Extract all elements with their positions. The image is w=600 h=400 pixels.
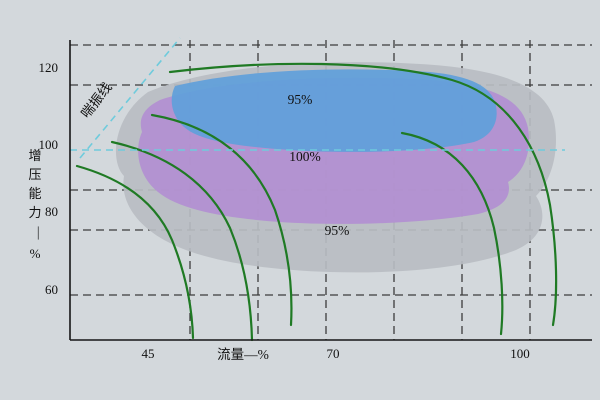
y-tick-60: 60 [45,282,58,297]
region-label-middle: 100% [289,149,321,164]
y-axis-title-dash: — [32,226,47,241]
x-tick-labels: 45 70 100 [142,346,530,361]
x-tick-100: 100 [510,346,530,361]
speed-curve [150,113,293,327]
region-label-inner: 95% [288,92,313,107]
x-axis-title: 流量—% [217,347,269,362]
speed-curves [75,62,558,342]
y-axis-title: 增 压 能 力 — % [28,148,47,261]
x-tick-45: 45 [142,346,155,361]
x-tick-70: 70 [327,346,340,361]
region-inner-95 [171,69,497,152]
speed-curve [168,62,558,327]
y-tick-80: 80 [45,204,58,219]
y-axis-title-char: 增 [28,148,41,163]
speed-curve [400,131,504,336]
y-tick-100: 100 [39,137,59,152]
y-axis-title-percent: % [30,246,41,261]
y-axis-title-char: 力 [28,205,41,220]
speed-curve [110,140,254,342]
y-tick-labels: 120 100 80 60 [39,60,59,297]
speed-curve [75,164,195,340]
axes [69,40,592,341]
y-axis-title-char: 能 [28,186,41,201]
y-axis-title-char: 压 [28,167,41,182]
surge-line [79,37,181,159]
y-tick-120: 120 [39,60,59,75]
region-label-outer: 95% [325,223,350,238]
